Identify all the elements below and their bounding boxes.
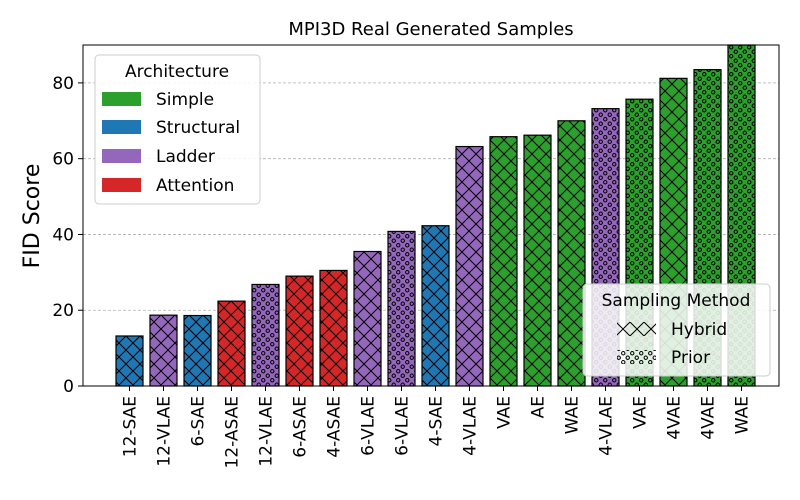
x-tick-label-2: 6-SAE xyxy=(189,396,209,446)
x-tick-label-13: WAE xyxy=(563,396,583,434)
bar-hatch-11 xyxy=(489,136,518,387)
y-axis-label: FID Score xyxy=(20,164,45,269)
bar-hatch-12 xyxy=(523,134,552,387)
x-tick-label-18: WAE xyxy=(733,396,753,434)
legend-swatch-structural xyxy=(102,120,141,134)
y-tick-label-0: 0 xyxy=(63,377,74,397)
y-tick-label-4: 80 xyxy=(52,74,74,94)
x-tick-label-6: 4-ASAE xyxy=(325,396,345,458)
bar-hatch-0 xyxy=(115,335,144,387)
sampling-legend: Sampling Method Hybrid Prior xyxy=(582,283,771,377)
bar-hatch-9 xyxy=(421,225,450,387)
legend-label-ladder: Ladder xyxy=(156,147,215,167)
x-tick-label-8: 6-VLAE xyxy=(393,396,413,456)
x-tick-label-7: 6-VLAE xyxy=(359,396,379,456)
bar-hatch-6 xyxy=(319,269,348,387)
x-tick-label-12: AE xyxy=(529,396,549,418)
x-tick-label-11: VAE xyxy=(495,396,515,429)
x-tick-label-4: 12-VLAE xyxy=(257,396,277,467)
bar-hatch-5 xyxy=(285,275,314,387)
sampling-legend-title: Sampling Method xyxy=(602,291,751,311)
architecture-legend: Architecture Simple Structural Ladder At… xyxy=(94,54,261,205)
bar-hatch-1 xyxy=(149,314,178,387)
x-tick-label-14: 4-VLAE xyxy=(597,396,617,456)
legend-label-simple: Simple xyxy=(156,90,214,110)
x-tick-label-15: VAE xyxy=(631,396,651,429)
x-tick-label-16: 4VAE xyxy=(665,396,685,440)
architecture-legend-title: Architecture xyxy=(125,62,229,82)
x-tick-label-9: 4-SAE xyxy=(427,396,447,446)
chart-title: MPI3D Real Generated Samples xyxy=(288,19,573,40)
x-tick-label-5: 6-ASAE xyxy=(291,396,311,458)
bar-hatch-7 xyxy=(353,250,382,387)
bar-hatch-4 xyxy=(251,283,280,387)
legend-label-prior: Prior xyxy=(671,348,710,368)
bar-hatch-3 xyxy=(217,300,246,387)
x-tick-label-0: 12-SAE xyxy=(121,396,141,457)
x-tick-label-3: 12-ASAE xyxy=(223,396,243,469)
y-tick-label-1: 20 xyxy=(52,301,74,321)
legend-label-hybrid: Hybrid xyxy=(671,320,727,340)
legend-swatch-prior xyxy=(617,350,656,364)
legend-label-structural: Structural xyxy=(156,118,240,138)
y-tick-label-3: 60 xyxy=(52,150,74,170)
bar-hatch-2 xyxy=(183,314,212,387)
legend-label-attention: Attention xyxy=(156,176,234,196)
legend-swatch-ladder xyxy=(102,149,141,163)
bar-hatch-10 xyxy=(455,145,484,387)
y-axis-ticks: 0 20 40 60 80 xyxy=(52,74,83,397)
x-tick-label-1: 12-VLAE xyxy=(155,396,175,467)
legend-swatch-attention xyxy=(102,178,141,192)
plot-frame xyxy=(82,44,780,387)
x-tick-label-10: 4-VLAE xyxy=(461,396,481,456)
bar-hatch-13 xyxy=(557,120,586,387)
y-tick-label-2: 40 xyxy=(52,225,74,245)
legend-swatch-simple xyxy=(102,92,141,106)
legend-swatch-hybrid xyxy=(617,322,656,336)
x-tick-label-17: 4VAE xyxy=(699,396,719,440)
x-axis-ticks: 12-SAE 12-VLAE 6-SAE 12-ASAE 12-VLAE 6-ASAE 4-… xyxy=(121,386,753,469)
bar-hatch-8 xyxy=(387,230,416,387)
